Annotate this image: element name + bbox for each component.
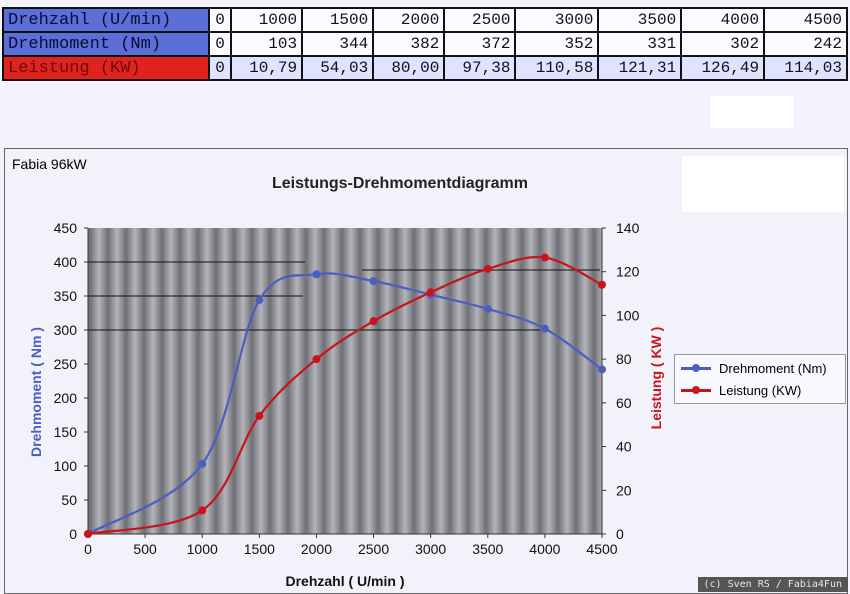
x-tick-label: 3500 xyxy=(472,541,503,557)
blank-patch xyxy=(682,156,844,212)
chart-subtitle: Fabia 96kW xyxy=(12,156,87,172)
row-header: Leistung (KW) xyxy=(2,55,210,81)
legend-label: Drehmoment (Nm) xyxy=(719,360,827,376)
data-point-torque xyxy=(540,324,549,333)
table-cell: 97,38 xyxy=(443,55,517,81)
table-row: Drehzahl (U/min) 0 1000 1500 2000 2500 3… xyxy=(2,7,848,33)
table-cell: 80,00 xyxy=(372,55,446,81)
y-tick-label: 150 xyxy=(54,424,78,440)
y2-tick-label: 100 xyxy=(616,307,640,323)
table-cell: 372 xyxy=(443,31,517,57)
table-cell: 4500 xyxy=(763,7,848,33)
table-cell: 2000 xyxy=(372,7,446,33)
y2-tick-label: 120 xyxy=(616,264,640,280)
data-point-power xyxy=(426,288,435,297)
y-tick-label: 250 xyxy=(54,356,78,372)
table-cell: 344 xyxy=(301,31,375,57)
table-row: Drehmoment (Nm) 0 103 344 382 372 352 33… xyxy=(2,31,848,57)
y-tick-label: 50 xyxy=(61,492,77,508)
legend-item-torque: Drehmoment (Nm) xyxy=(681,358,827,378)
x-axis-title: Drehzahl ( U/min ) xyxy=(285,573,404,589)
table-cell: 0 xyxy=(208,7,232,33)
chart-legend: Drehmoment (Nm) Leistung (KW) xyxy=(674,354,846,404)
x-tick-label: 500 xyxy=(133,541,157,557)
y-tick-label: 200 xyxy=(54,390,78,406)
y2-axis-title: Leistung ( KW ) xyxy=(648,327,664,430)
data-point-power xyxy=(198,506,207,515)
legend-swatch-torque xyxy=(681,363,711,373)
data-point-power xyxy=(540,253,549,262)
series-line-power xyxy=(87,255,603,536)
table-cell: 0 xyxy=(208,55,232,81)
row-header: Drehmoment (Nm) xyxy=(2,31,210,57)
y2-tick-label: 0 xyxy=(616,526,624,542)
y-tick-label: 0 xyxy=(69,526,77,542)
data-point-power xyxy=(369,317,378,326)
table-cell: 382 xyxy=(372,31,446,57)
x-tick-label: 3000 xyxy=(415,541,446,557)
table-cell: 54,03 xyxy=(301,55,375,81)
table-cell: 3500 xyxy=(597,7,683,33)
data-point-power xyxy=(598,280,606,289)
table-cell: 110,58 xyxy=(514,55,600,81)
data-point-torque xyxy=(198,459,207,468)
data-point-power xyxy=(84,530,92,538)
y2-tick-label: 20 xyxy=(616,482,632,498)
blank-patch xyxy=(710,96,794,128)
table-cell: 103 xyxy=(229,31,304,57)
table-cell: 10,79 xyxy=(229,55,304,81)
table-cell: 126,49 xyxy=(680,55,766,81)
y-tick-label: 400 xyxy=(54,254,78,270)
table-cell: 0 xyxy=(208,31,232,57)
y2-tick-label: 80 xyxy=(616,351,632,367)
x-tick-label: 1000 xyxy=(187,541,218,557)
data-point-torque xyxy=(369,277,378,286)
table-cell: 1500 xyxy=(301,7,375,33)
data-point-power xyxy=(312,355,321,364)
credit-label: (c) Sven RS / Fabia4Fun xyxy=(697,577,848,592)
plot-area xyxy=(88,228,602,534)
table-cell: 352 xyxy=(514,31,600,57)
y-tick-label: 100 xyxy=(54,458,78,474)
data-point-torque xyxy=(598,365,606,374)
table-cell: 331 xyxy=(597,31,683,57)
y-tick-label: 300 xyxy=(54,322,78,338)
chart-title: Leistungs-Drehmomentdiagramm xyxy=(272,175,528,192)
y-tick-label: 450 xyxy=(54,220,78,236)
legend-label: Leistung (KW) xyxy=(719,382,802,398)
table-cell: 302 xyxy=(680,31,766,57)
row-header: Drehzahl (U/min) xyxy=(2,7,210,33)
x-tick-label: 4500 xyxy=(586,541,617,557)
x-tick-label: 4000 xyxy=(529,541,560,557)
data-point-power xyxy=(483,264,492,273)
y-axis-title: Drehmoment ( Nm ) xyxy=(28,327,44,457)
y2-tick-label: 60 xyxy=(616,395,632,411)
legend-swatch-power xyxy=(681,385,711,395)
table-cell: 4000 xyxy=(680,7,766,33)
table-cell: 3000 xyxy=(514,7,600,33)
legend-item-power: Leistung (KW) xyxy=(681,380,801,400)
table-cell: 2500 xyxy=(443,7,517,33)
data-table: Drehzahl (U/min) 0 1000 1500 2000 2500 3… xyxy=(2,7,848,81)
table-cell: 1000 xyxy=(229,7,304,33)
y2-tick-label: 40 xyxy=(616,439,632,455)
x-tick-label: 2000 xyxy=(301,541,332,557)
y2-tick-label: 140 xyxy=(616,220,640,236)
y-tick-label: 350 xyxy=(54,288,78,304)
table-cell: 114,03 xyxy=(763,55,848,81)
table-cell: 121,31 xyxy=(597,55,683,81)
data-point-torque xyxy=(255,296,264,305)
data-point-power xyxy=(255,411,264,420)
table-cell: 242 xyxy=(763,31,848,57)
x-tick-label: 0 xyxy=(84,541,92,557)
table-row: Leistung (KW) 0 10,79 54,03 80,00 97,38 … xyxy=(2,55,848,81)
x-tick-label: 1500 xyxy=(244,541,275,557)
data-point-torque xyxy=(312,270,321,279)
x-tick-label: 2500 xyxy=(358,541,389,557)
data-point-torque xyxy=(483,304,492,313)
